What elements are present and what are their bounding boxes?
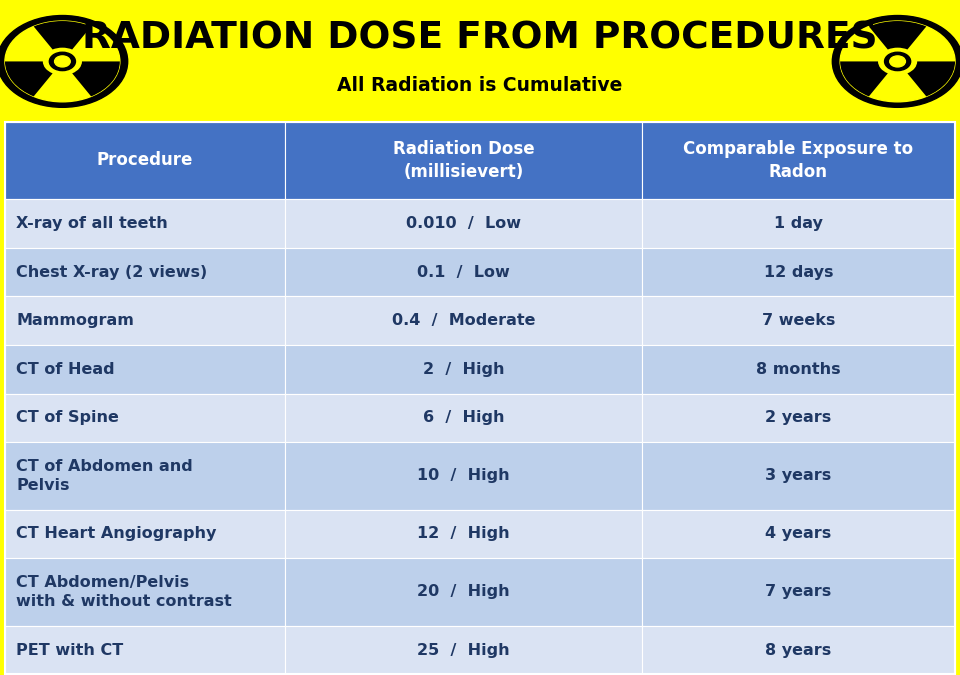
Bar: [285, 442, 641, 510]
Text: RADIATION DOSE FROM PROCEDURES: RADIATION DOSE FROM PROCEDURES: [83, 21, 877, 57]
Text: 7 years: 7 years: [765, 585, 831, 599]
Text: 0.1  /  Low: 0.1 / Low: [417, 265, 510, 279]
Text: CT of Spine: CT of Spine: [16, 410, 119, 425]
Text: Radiation Dose
(millisievert): Radiation Dose (millisievert): [393, 140, 534, 181]
Bar: [641, 296, 955, 345]
Text: 12 days: 12 days: [763, 265, 833, 279]
Bar: [641, 394, 955, 442]
Text: Chest X-ray (2 views): Chest X-ray (2 views): [16, 265, 207, 279]
Circle shape: [55, 56, 70, 67]
Text: 0.010  /  Low: 0.010 / Low: [406, 216, 521, 231]
Circle shape: [5, 21, 120, 102]
Text: CT Heart Angiography: CT Heart Angiography: [16, 526, 217, 541]
Wedge shape: [34, 21, 91, 49]
Bar: [5, 558, 285, 626]
Bar: [5, 510, 285, 558]
Circle shape: [0, 16, 128, 107]
Circle shape: [890, 56, 905, 67]
Circle shape: [49, 52, 76, 71]
Bar: [5, 394, 285, 442]
Text: Procedure: Procedure: [97, 151, 193, 169]
Bar: [641, 199, 955, 248]
Bar: [285, 394, 641, 442]
Wedge shape: [5, 61, 53, 97]
Bar: [5, 122, 285, 199]
Text: 1 day: 1 day: [774, 216, 823, 231]
Text: 2 years: 2 years: [765, 410, 831, 425]
Bar: [641, 248, 955, 296]
Bar: [5, 296, 285, 345]
Bar: [641, 345, 955, 394]
Text: 4 years: 4 years: [765, 526, 831, 541]
Text: CT Abdomen/Pelvis
with & without contrast: CT Abdomen/Pelvis with & without contras…: [16, 575, 232, 609]
Circle shape: [840, 21, 955, 102]
Bar: [5, 626, 285, 674]
Bar: [285, 122, 641, 199]
Bar: [285, 296, 641, 345]
Text: PET with CT: PET with CT: [16, 643, 124, 657]
Text: 7 weeks: 7 weeks: [761, 313, 835, 328]
Bar: [285, 248, 641, 296]
Text: CT of Abdomen and
Pelvis: CT of Abdomen and Pelvis: [16, 459, 193, 493]
Wedge shape: [869, 21, 926, 49]
Text: 12  /  High: 12 / High: [417, 526, 510, 541]
Bar: [285, 199, 641, 248]
Text: Comparable Exposure to
Radon: Comparable Exposure to Radon: [684, 140, 914, 181]
Bar: [285, 345, 641, 394]
Circle shape: [832, 16, 960, 107]
Bar: [285, 510, 641, 558]
Bar: [641, 122, 955, 199]
Text: All Radiation is Cumulative: All Radiation is Cumulative: [337, 76, 623, 95]
Bar: [5, 248, 285, 296]
Bar: [0, 0, 960, 118]
Bar: [5, 199, 285, 248]
Text: 3 years: 3 years: [765, 468, 831, 483]
Bar: [5, 442, 285, 510]
Text: 0.4  /  Moderate: 0.4 / Moderate: [392, 313, 535, 328]
Bar: [5, 345, 285, 394]
Wedge shape: [72, 61, 120, 97]
Text: 8 years: 8 years: [765, 643, 831, 657]
Bar: [285, 558, 641, 626]
Bar: [285, 626, 641, 674]
Text: 25  /  High: 25 / High: [417, 643, 510, 657]
Wedge shape: [840, 61, 888, 97]
Bar: [641, 626, 955, 674]
Text: 20  /  High: 20 / High: [417, 585, 510, 599]
Text: 6  /  High: 6 / High: [422, 410, 504, 425]
Text: 8 months: 8 months: [756, 362, 841, 377]
Circle shape: [884, 52, 911, 71]
Bar: [641, 558, 955, 626]
Text: X-ray of all teeth: X-ray of all teeth: [16, 216, 168, 231]
Text: 10  /  High: 10 / High: [417, 468, 510, 483]
Bar: [5, 122, 955, 674]
Wedge shape: [907, 61, 955, 97]
Text: Mammogram: Mammogram: [16, 313, 134, 328]
Text: CT of Head: CT of Head: [16, 362, 115, 377]
Text: 2  /  High: 2 / High: [422, 362, 504, 377]
Bar: [641, 442, 955, 510]
Bar: [641, 510, 955, 558]
